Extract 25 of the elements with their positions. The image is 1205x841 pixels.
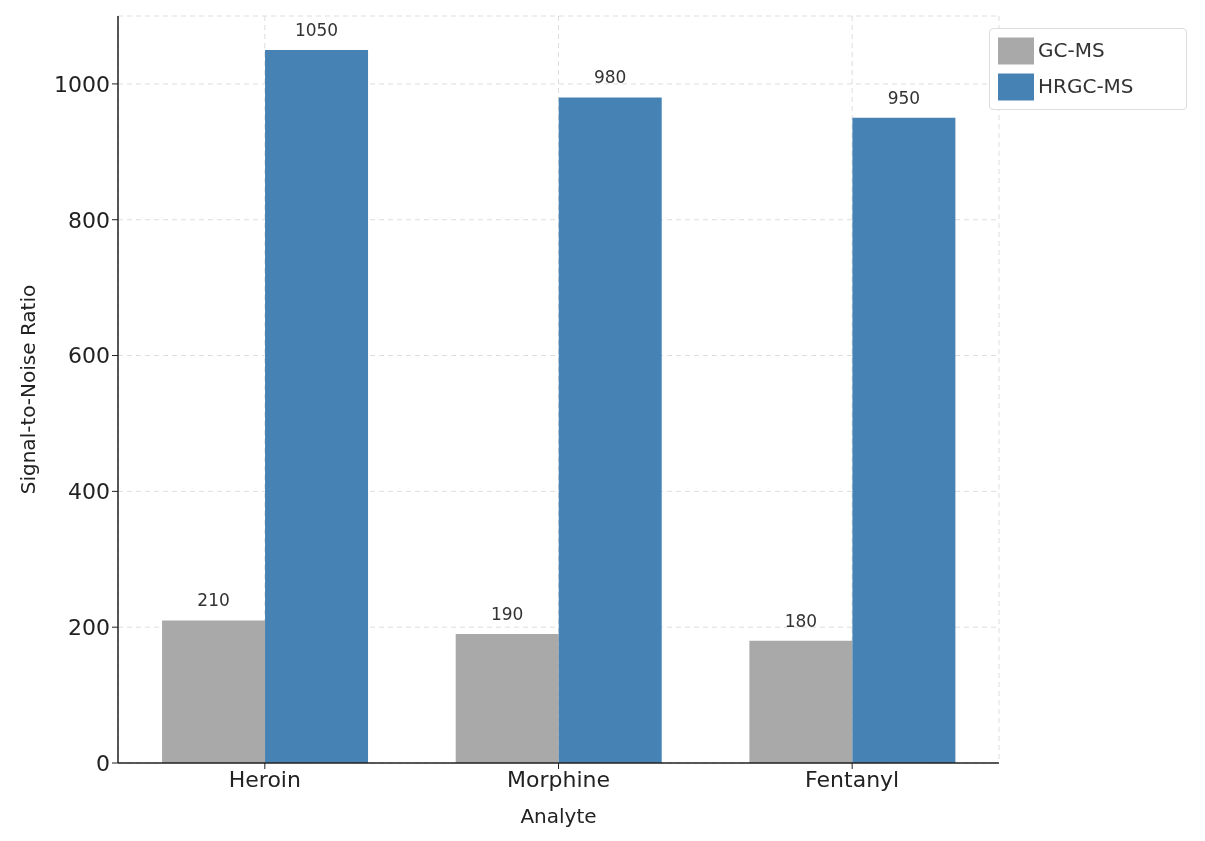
bar <box>455 633 559 763</box>
x-axis-title: Analyte <box>520 804 597 828</box>
data-label: 210 <box>197 590 230 611</box>
y-tick-label: 400 <box>68 479 110 505</box>
bar <box>749 640 853 763</box>
data-label: 190 <box>490 603 524 624</box>
x-tick-label: Morphine <box>507 766 610 792</box>
bar <box>558 97 662 763</box>
data-label: 980 <box>593 67 627 88</box>
y-tick-label: 600 <box>68 343 110 369</box>
bar <box>162 620 266 763</box>
y-tick-label: 800 <box>68 207 110 233</box>
legend-label: GC-MS <box>1038 37 1105 62</box>
bar <box>852 117 956 763</box>
y-tick-label: 0 <box>96 750 110 776</box>
legend-label: HRGC-MS <box>1038 73 1134 98</box>
bar <box>265 49 369 763</box>
y-tick-label: 200 <box>68 614 110 640</box>
x-tick-label: Heroin <box>228 766 301 792</box>
data-label: 180 <box>784 610 818 631</box>
y-tick-label: 1000 <box>54 71 110 97</box>
y-axis-title: Signal-to-Noise Ratio <box>16 284 41 495</box>
data-label: 1050 <box>294 19 339 40</box>
data-label: 950 <box>887 87 921 108</box>
x-tick-label: Fentanyl <box>805 766 900 792</box>
